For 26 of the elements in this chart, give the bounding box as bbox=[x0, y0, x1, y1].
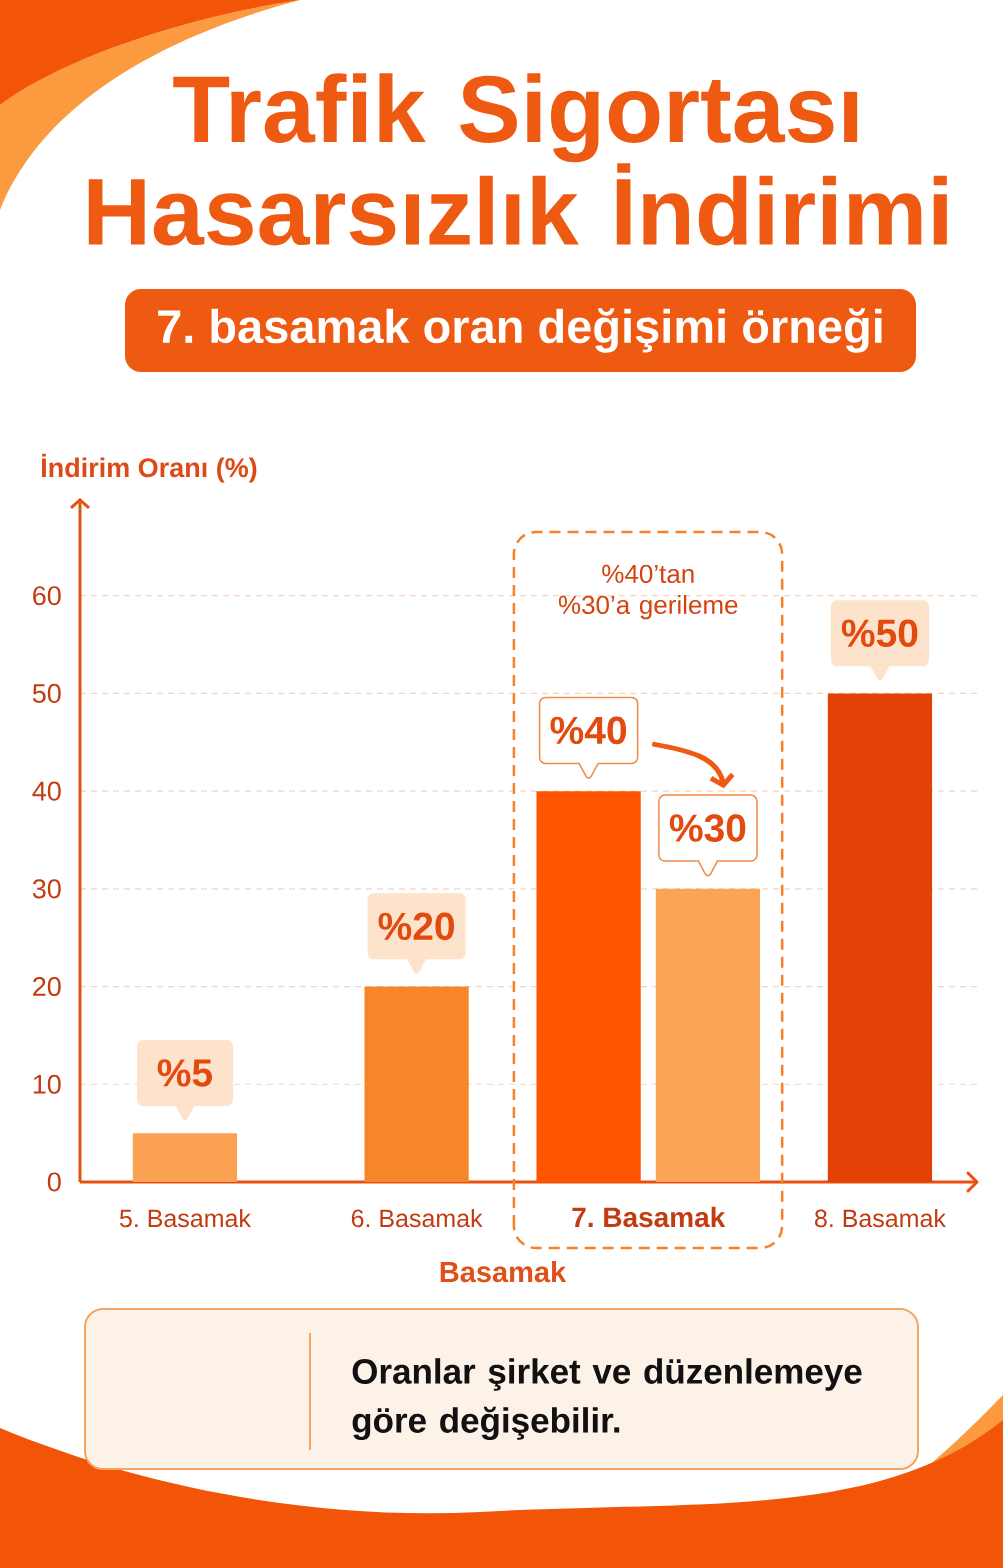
data-label: %5 bbox=[157, 1059, 213, 1087]
y-tick-label: 10 bbox=[33, 1074, 61, 1094]
x-tick-label: 8. Basamak bbox=[815, 1208, 946, 1228]
data-label: %20 bbox=[378, 912, 455, 941]
annotation: %40’tan %30’a gerileme bbox=[558, 564, 738, 620]
x-tick-label: 7. Basamak bbox=[572, 1206, 726, 1228]
bar bbox=[364, 986, 469, 1182]
chart-subtitle: 7. basamak oran değişimi örneği bbox=[158, 308, 882, 353]
data-label: %50 bbox=[841, 619, 918, 648]
y-tick-label: 50 bbox=[32, 683, 61, 703]
y-tick-label: 60 bbox=[33, 586, 61, 606]
y-axis-title: İndirim Oranı (%) bbox=[42, 453, 257, 483]
bar bbox=[655, 888, 761, 1182]
y-tick-label: 20 bbox=[33, 977, 61, 997]
chart-title: Trafik Sigortası Hasarsızlık İndirimi bbox=[88, 73, 947, 246]
x-tick-label: 6. Basamak bbox=[351, 1208, 483, 1228]
data-label: %40 bbox=[550, 716, 627, 745]
x-axis-title: Basamak bbox=[440, 1260, 567, 1283]
text: Oranlar şirket ve düzenlemeye göre değişebilir. bbox=[352, 1358, 862, 1440]
x-tick-label: 5. Basamak bbox=[119, 1208, 251, 1228]
bar bbox=[827, 693, 933, 1182]
y-tick-label: 40 bbox=[32, 781, 61, 801]
bar bbox=[132, 1133, 238, 1182]
y-tick-label: 30 bbox=[32, 879, 61, 899]
y-tick-label: 0 bbox=[47, 1172, 61, 1192]
data-label: %30 bbox=[669, 814, 746, 842]
